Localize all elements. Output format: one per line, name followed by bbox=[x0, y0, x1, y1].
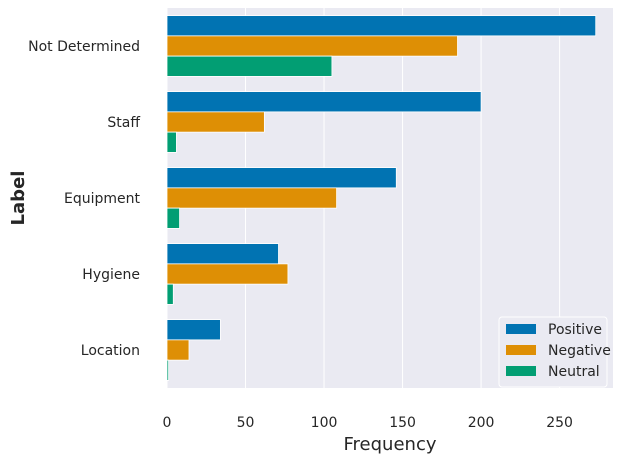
bar-negative bbox=[166, 263, 289, 285]
bar-neutral bbox=[166, 207, 180, 229]
y-tick-label: Location bbox=[81, 343, 140, 359]
y-tick-label: Not Determined bbox=[28, 39, 140, 55]
bar-negative bbox=[166, 35, 458, 57]
x-tick-labels: 0 50 100 150 200 250 bbox=[163, 415, 573, 431]
bar-positive bbox=[166, 91, 482, 113]
y-tick-labels: Not Determined Staff Equipment Hygiene Locat… bbox=[28, 39, 140, 359]
bar-positive bbox=[166, 319, 221, 341]
bar-neutral bbox=[166, 359, 169, 381]
x-tick-label: 150 bbox=[389, 415, 416, 431]
bar-positive bbox=[166, 15, 597, 37]
x-tick-label: 0 bbox=[163, 415, 172, 431]
legend-swatch-positive bbox=[506, 324, 536, 334]
bar-neutral bbox=[166, 55, 333, 77]
x-tick-label: 200 bbox=[468, 415, 495, 431]
y-tick-label: Staff bbox=[107, 115, 140, 131]
bar-negative bbox=[166, 111, 265, 133]
legend-swatch-neutral bbox=[506, 366, 536, 376]
legend-swatch-negative bbox=[506, 345, 536, 355]
bar-positive bbox=[166, 243, 279, 265]
y-tick-label: Hygiene bbox=[82, 267, 140, 283]
x-axis-title: Frequency bbox=[344, 434, 437, 455]
y-tick-label: Equipment bbox=[64, 191, 141, 207]
legend-label-positive: Positive bbox=[548, 322, 602, 338]
x-tick-label: 250 bbox=[546, 415, 573, 431]
legend: Positive Negative Neutral bbox=[498, 316, 611, 388]
bar-neutral bbox=[166, 283, 174, 305]
legend-label-negative: Negative bbox=[548, 343, 611, 359]
legend-label-neutral: Neutral bbox=[548, 364, 600, 380]
x-tick-label: 100 bbox=[311, 415, 338, 431]
bar-positive bbox=[166, 167, 397, 189]
bar-negative bbox=[166, 187, 338, 209]
bar-neutral bbox=[166, 131, 177, 153]
y-axis-title: Label bbox=[8, 171, 29, 226]
bars bbox=[166, 15, 597, 381]
bar-negative bbox=[166, 339, 190, 361]
x-tick-label: 50 bbox=[237, 415, 255, 431]
